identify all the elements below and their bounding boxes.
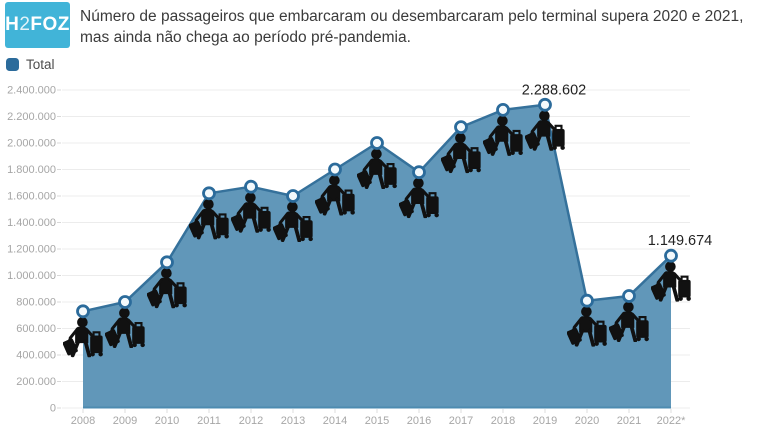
data-point-marker[interactable]: [370, 136, 384, 150]
logo-digit-2: 2: [19, 14, 31, 35]
x-axis-label: 2011: [197, 415, 221, 427]
y-axis-label: 1.400.000: [7, 217, 56, 229]
data-point-marker[interactable]: [118, 295, 132, 309]
area-fill: [83, 104, 671, 409]
logo-letter-h: H: [5, 14, 20, 35]
y-axis-label: 400.000: [16, 350, 56, 362]
data-point-marker[interactable]: [328, 162, 342, 177]
logo-letters-foz: FOZ: [30, 14, 70, 35]
data-point-marker[interactable]: [622, 289, 636, 303]
x-axis-label: 2010: [155, 415, 179, 427]
h2foz-logo: H 2 FOZ: [5, 2, 70, 48]
x-axis-label: 2018: [491, 415, 515, 427]
y-axis-label: 1.800.000: [7, 164, 56, 176]
y-axis-label: 1.000.000: [7, 270, 56, 282]
y-axis-label: 1.600.000: [7, 191, 56, 203]
x-axis-label: 2015: [365, 415, 389, 427]
x-axis-label: 2012: [239, 415, 263, 427]
y-axis-label: 2.200.000: [7, 111, 56, 123]
data-point-marker[interactable]: [454, 120, 468, 134]
legend-swatch: [6, 58, 19, 71]
data-point-marker[interactable]: [496, 102, 510, 117]
y-axis-label: 2.000.000: [7, 138, 56, 150]
x-axis-label: 2022*: [657, 415, 686, 427]
x-axis-label: 2008: [71, 415, 95, 427]
y-axis-label: 600.000: [16, 323, 56, 335]
data-point-marker[interactable]: [412, 165, 426, 180]
x-axis-label: 2019: [533, 415, 557, 427]
legend-item-total[interactable]: Total: [6, 57, 55, 72]
data-point-marker[interactable]: [76, 304, 90, 319]
y-axis-label: 0: [50, 403, 56, 415]
data-point-marker[interactable]: [664, 248, 678, 263]
x-axis-label: 2009: [113, 415, 137, 427]
x-axis-label: 2017: [449, 415, 473, 427]
y-axis-label: 2.400.000: [7, 85, 56, 97]
data-point-marker[interactable]: [202, 186, 216, 201]
x-axis-label: 2020: [575, 415, 599, 427]
y-axis-label: 1.200.000: [7, 244, 56, 256]
y-axis-label: 800.000: [16, 297, 56, 309]
chart-root: 0 200.000 400.000 600.000 800.000 1.000.000 1.…: [7, 82, 712, 427]
data-point-marker[interactable]: [538, 97, 552, 112]
data-value-label: 2.288.602: [522, 82, 587, 98]
data-value-label: 1.149.674: [648, 233, 713, 249]
data-point-marker[interactable]: [580, 293, 594, 308]
chart-title: Número de passageiros que embarcaram ou …: [80, 8, 744, 46]
x-axis-label: 2013: [281, 415, 305, 427]
data-point-marker[interactable]: [244, 179, 258, 194]
x-axis-label: 2016: [407, 415, 431, 427]
y-axis-label: 200.000: [16, 376, 56, 388]
data-point-marker[interactable]: [286, 189, 300, 203]
x-axis-label: 2014: [323, 415, 347, 427]
chart-svg: 0 200.000 400.000 600.000 800.000 1.000.000 1.…: [7, 82, 712, 427]
data-point-marker[interactable]: [160, 255, 174, 270]
x-axis-label: 2021: [617, 415, 641, 427]
legend-label: Total: [26, 57, 55, 72]
